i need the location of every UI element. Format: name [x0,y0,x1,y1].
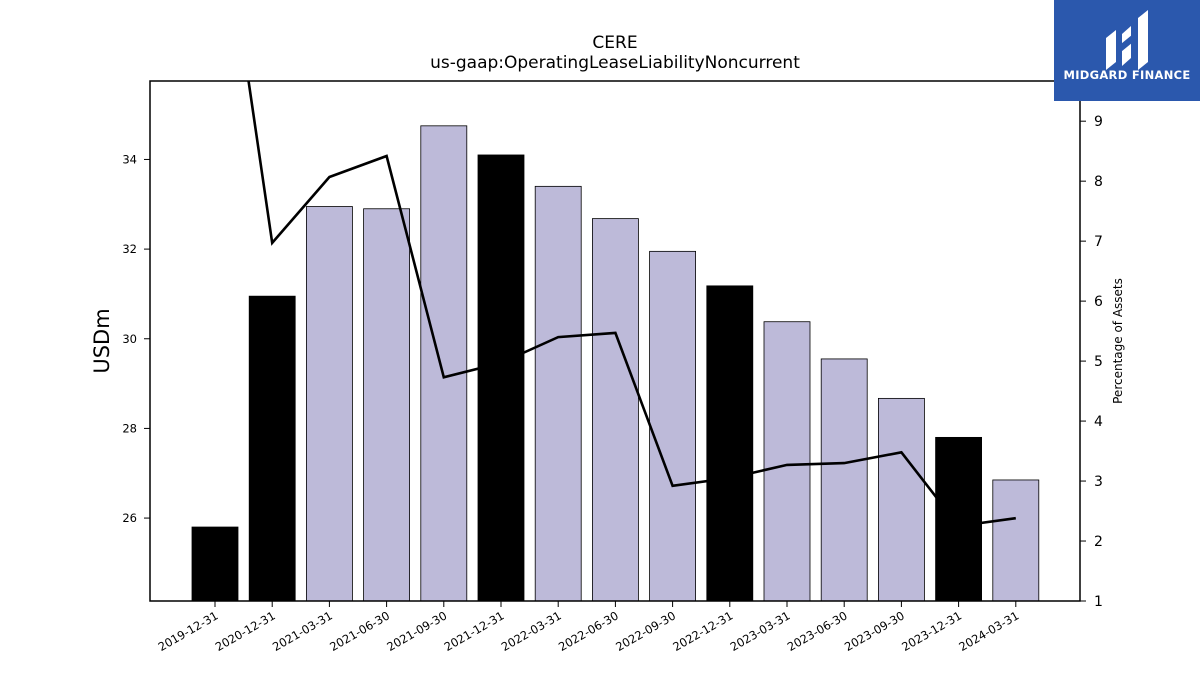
bar-2022-09-30 [649,250,696,602]
bar-2021-03-31 [305,206,353,602]
y2-tick-label: 2 [1094,534,1103,550]
y-tick-label: 32 [122,242,137,256]
bar-2022-12-31 [706,285,754,602]
bar-2022-06-30 [592,218,639,602]
y-tick-label: 26 [122,511,137,525]
bars-group [191,125,1040,602]
y2-tick-label: 6 [1094,294,1103,310]
bar-2023-12-31 [935,436,982,602]
y-tick-label: 28 [122,421,137,435]
y2-tick-label: 7 [1094,234,1103,250]
x-tick-label: 2021-03-31 [270,608,335,654]
x-tick-label: 2022-06-30 [556,608,621,654]
y2-tick-label: 3 [1094,474,1103,490]
bar-2021-12-31 [477,154,525,602]
x-tick-label: 2022-12-31 [670,608,735,654]
y-axis-left: 26 28 30 32 34 [122,152,150,525]
bar-2021-09-30 [420,125,468,602]
bar-2023-09-30 [878,397,925,602]
x-axis: 2019-12-312020-12-312021-03-312021-06-30… [156,601,1021,654]
midgard-logo-icon [1106,10,1148,70]
bar-2021-06-30 [363,208,411,602]
percentage-line [247,81,1016,528]
bar-2022-03-31 [534,185,582,602]
x-tick-label: 2024-03-31 [956,608,1021,654]
x-tick-label: 2021-12-31 [442,608,507,654]
x-tick-label: 2022-09-30 [613,608,678,654]
y-axis-label: USDm [90,308,114,373]
y-tick-label: 30 [122,332,137,346]
y2-tick-label: 4 [1094,414,1103,430]
x-tick-label: 2021-06-30 [327,608,392,654]
y2-tick-label: 9 [1094,114,1103,130]
bar-2020-12-31 [248,295,296,602]
brand-logo: MIDGARD FINANCE [1054,0,1200,101]
x-tick-label: 2023-09-30 [842,608,907,654]
y2-tick-label: 8 [1094,174,1103,190]
chart-subtitle: us-gaap:OperatingLeaseLiabilityNoncurren… [430,53,800,73]
y2-tick-label: 5 [1094,354,1103,370]
y2-tick-label: 1 [1094,594,1103,610]
y-tick-label: 34 [122,152,137,166]
x-tick-label: 2023-03-31 [728,608,793,654]
x-tick-label: 2020-12-31 [213,608,278,654]
x-tick-label: 2023-12-31 [899,608,964,654]
x-tick-label: 2021-09-30 [384,608,449,654]
x-tick-label: 2023-06-30 [785,608,850,654]
bar-2019-12-31 [191,526,239,602]
bar-2023-03-31 [763,321,811,602]
chart-title: CERE [592,33,637,53]
bar-2023-06-30 [820,358,868,602]
bar-2024-03-31 [992,479,1040,602]
brand-name: MIDGARD FINANCE [1063,68,1191,82]
y2-axis-label: Percentage of Assets [1111,278,1125,404]
x-tick-label: 2022-03-31 [499,608,564,654]
x-tick-label: 2019-12-31 [156,608,221,654]
y-axis-right: 1 2 3 4 5 6 7 8 9 [1080,114,1103,610]
